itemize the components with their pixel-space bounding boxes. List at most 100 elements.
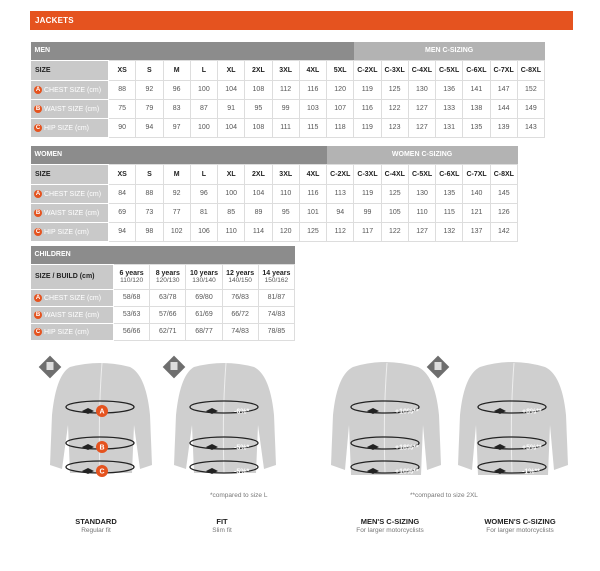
arrow-icon: [367, 444, 379, 450]
size-header: L: [189, 59, 219, 81]
value-cell: 125: [380, 79, 409, 100]
fit-caption: WOMEN'S C-SIZING For larger motorcyclists: [460, 517, 580, 534]
arrow-icon: [494, 408, 506, 414]
value-cell: 110: [217, 221, 246, 242]
value-cell: 61/69: [185, 305, 223, 324]
value-cell: 120: [325, 79, 355, 100]
value-cell: 136: [434, 79, 464, 100]
value-cell: 112: [271, 79, 300, 100]
value-cell: 91: [216, 98, 246, 119]
value-cell: 99: [271, 98, 300, 119]
measure-label: B WAIST SIZE (cm): [30, 98, 109, 119]
measure-loop: [189, 436, 259, 450]
value-cell: 106: [189, 221, 219, 242]
value-cell: 69/80: [185, 288, 223, 307]
measure-label: C HIP SIZE (cm): [30, 322, 114, 341]
value-cell: 121: [462, 202, 491, 223]
value-cell: 119: [353, 117, 382, 138]
value-cell: 130: [407, 79, 437, 100]
arrow-icon: [206, 408, 218, 414]
table-row: C HIP SIZE (cm) 90 94 97 100 104 108 111 115 118 11…: [30, 117, 546, 138]
value-cell: 83: [162, 98, 191, 119]
value-cell: 135: [435, 183, 464, 204]
arrow-icon: [82, 408, 94, 414]
value-cell: 132: [435, 221, 464, 242]
section-title: WOMEN: [30, 146, 327, 164]
value-cell: 100: [217, 183, 246, 204]
size-header: C-8XL: [489, 163, 519, 185]
value-cell: 122: [380, 221, 409, 242]
badge-icon: B: [34, 104, 42, 113]
table-row: C HIP SIZE (cm) 94 98 102 106 110 114 120 125 112 1…: [30, 221, 519, 242]
value-cell: 111: [271, 117, 300, 138]
value-cell: 119: [353, 79, 382, 100]
value-cell: 89: [244, 202, 273, 223]
value-cell: 57/66: [149, 305, 187, 324]
jacket-illustration: +10%** +18%** +10%**: [331, 362, 441, 476]
badge-icon: B: [34, 208, 42, 217]
value-cell: 81: [189, 202, 219, 223]
fit-name: FIT: [216, 517, 228, 526]
value-cell: 115: [298, 117, 328, 138]
measure-mark: +8%**: [522, 409, 542, 416]
fit-caption: STANDARD Regular fit: [36, 517, 156, 534]
value-cell: 104: [244, 183, 273, 204]
value-cell: 87: [189, 98, 219, 119]
badge-icon: C: [34, 123, 42, 132]
build: 130/140: [192, 276, 216, 284]
size-header: 8 years 120/130: [149, 263, 187, 290]
fit-description: For larger motorcyclists: [486, 527, 554, 534]
measure-name: CHEST SIZE (cm): [44, 86, 102, 94]
measure-label: C HIP SIZE (cm): [30, 221, 109, 242]
value-cell: 97: [162, 117, 191, 138]
build: 110/120: [120, 276, 144, 284]
value-cell: 139: [489, 117, 518, 138]
value-cell: 130: [407, 183, 437, 204]
value-cell: 122: [380, 98, 409, 119]
size-header: 4XL: [298, 59, 328, 81]
measure-loop: [350, 400, 420, 414]
size-header: 10 years 130/140: [185, 263, 223, 290]
value-cell: 76/83: [221, 288, 259, 307]
value-cell: 53/63: [112, 305, 151, 324]
value-cell: 126: [489, 202, 519, 223]
value-cell: 79: [135, 98, 164, 119]
size-header: C-5XL: [407, 163, 437, 185]
value-cell: 144: [489, 98, 518, 119]
value-cell: 99: [353, 202, 382, 223]
measure-mark: -5%*: [234, 445, 249, 452]
jacket-illustration: +8%** +5%** -1%**: [426, 355, 568, 476]
children-size-table: CHILDREN SIZE / BUILD (cm) 6 years 110/120 8…: [30, 246, 296, 341]
size-header: 5XL: [325, 59, 355, 81]
value-cell: 81/87: [257, 288, 296, 307]
value-cell: 74/83: [257, 305, 296, 324]
fit-note: *compared to size L: [210, 492, 268, 499]
arrow-icon: [206, 444, 218, 450]
size-header: 14 years 150/162: [257, 263, 296, 290]
measure-label: B WAIST SIZE (cm): [30, 202, 109, 223]
table-row: B WAIST SIZE (cm) 53/63 57/66 61/69 66/72 74/8…: [30, 305, 296, 324]
value-cell: 113: [326, 183, 355, 204]
value-cell: 56/66: [112, 322, 151, 341]
value-cell: 147: [489, 79, 518, 100]
value-cell: 125: [380, 183, 409, 204]
value-cell: 58/68: [112, 288, 151, 307]
measure-mark: +10%**: [395, 409, 419, 416]
section-title: CHILDREN: [30, 246, 295, 264]
size-header: C-3XL: [353, 163, 382, 185]
measure-label: A CHEST SIZE (cm): [30, 288, 114, 307]
value-cell: 135: [462, 117, 491, 138]
fit-caption: FIT Slim fit: [162, 517, 282, 534]
size-header: C-7XL: [489, 59, 518, 81]
value-cell: 98: [135, 221, 164, 242]
value-cell: 118: [325, 117, 355, 138]
arrow-icon: [82, 444, 94, 450]
size-header: S: [135, 59, 164, 81]
arrow-icon: [206, 468, 218, 474]
arrow-icon: [494, 444, 506, 450]
table-row: C HIP SIZE (cm) 56/66 62/71 68/77 74/83 78/85: [30, 322, 296, 341]
size-header: C-3XL: [380, 59, 409, 81]
value-cell: 94: [135, 117, 164, 138]
badge-icon: A: [34, 85, 42, 94]
measure-mark: B: [99, 445, 104, 452]
